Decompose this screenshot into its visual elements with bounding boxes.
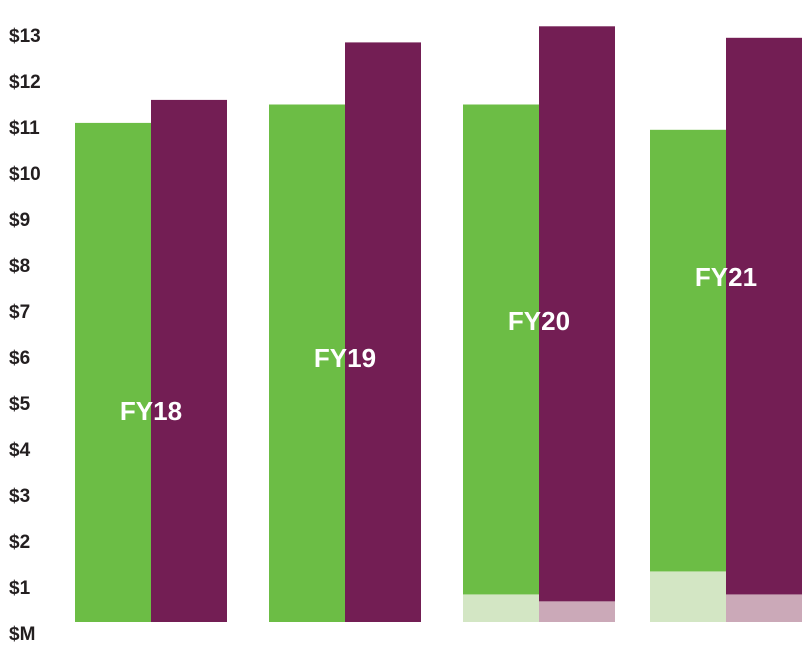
bar-fy18-series-1 <box>75 122 151 623</box>
y-tick-label: $13 <box>9 26 41 47</box>
bar-base-segment-fy20-series-2 <box>539 601 615 622</box>
y-axis: $M $1 $2 $3 $4 $5 $6 $7 $8 $9 $10 $11 $12 $13 <box>9 26 41 645</box>
category-label-fy20: FY20 <box>508 306 570 336</box>
bar-fy19-series-2 <box>345 42 421 622</box>
y-tick-label: $M <box>9 624 35 645</box>
bar-fy20-series-2 <box>539 26 615 623</box>
category-labels: FY18 FY19 FY20 FY21 <box>120 262 757 426</box>
y-tick-label: $5 <box>9 394 31 415</box>
y-tick-label: $1 <box>9 578 31 599</box>
y-tick-label: $8 <box>9 256 30 277</box>
y-tick-label: $7 <box>9 302 30 323</box>
y-tick-label: $9 <box>9 210 30 231</box>
category-label-fy19: FY19 <box>314 343 376 373</box>
bar-base-segment-fy20-series-1 <box>463 594 539 622</box>
y-tick-label: $10 <box>9 164 41 185</box>
bar-fy21-series-2 <box>726 37 802 623</box>
bar-fy18-series-2 <box>151 99 227 622</box>
bars <box>75 26 802 623</box>
bar-base-segment-fy21-series-2 <box>726 594 802 622</box>
bar-fy19-series-1 <box>269 104 345 622</box>
y-tick-label: $6 <box>9 348 30 369</box>
bar-fy21-series-1 <box>650 129 726 623</box>
y-tick-label: $2 <box>9 532 30 553</box>
y-tick-label: $12 <box>9 72 41 93</box>
bar-fy20-series-1 <box>463 104 539 622</box>
y-tick-label: $11 <box>9 118 40 139</box>
category-label-fy18: FY18 <box>120 396 182 426</box>
y-tick-label: $3 <box>9 486 30 507</box>
y-tick-label: $4 <box>9 440 31 461</box>
bar-base-segment-fy21-series-1 <box>650 571 726 622</box>
category-label-fy21: FY21 <box>695 262 757 292</box>
